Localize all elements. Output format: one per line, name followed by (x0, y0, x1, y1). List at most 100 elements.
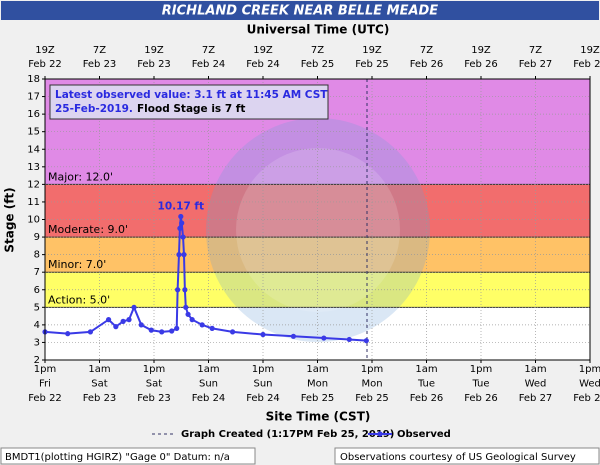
x2-tick-label: Feb 24 (246, 59, 280, 70)
annotation-flood: Flood Stage is 7 ft (137, 103, 245, 115)
x2-tick-label: 7Z (529, 45, 542, 56)
flood-label: Moderate: 9.0' (48, 223, 128, 236)
data-point (175, 287, 181, 293)
data-point (321, 335, 327, 341)
flood-label: Major: 12.0' (48, 170, 113, 183)
x-tick-label: 1pm (470, 364, 492, 375)
data-point (181, 252, 187, 258)
data-point (169, 328, 175, 334)
y-tick-label: 14 (27, 144, 40, 155)
y-tick-label: 13 (27, 162, 40, 173)
y-tick-label: 16 (27, 109, 40, 120)
x-label: Site Time (CST) (266, 410, 371, 424)
x-tick-label: Wed (525, 379, 547, 390)
plot-border (44, 78, 591, 361)
y-tick-label: 15 (27, 127, 40, 138)
data-point (229, 329, 236, 335)
x-tick-label: Feb 24 (192, 393, 226, 404)
x2-tick-label: Feb 26 (464, 59, 498, 70)
x-tick-label: Mon (361, 379, 382, 390)
watermark (206, 118, 430, 342)
data-point (180, 234, 186, 240)
x-tick-label: Feb 24 (246, 393, 280, 404)
flood-label: Action: 5.0' (48, 293, 110, 306)
data-point (183, 304, 189, 310)
title-bar (1, 1, 599, 20)
x-tick-label: Fri (39, 379, 51, 390)
x2-tick-label: 7Z (420, 45, 433, 56)
data-point (113, 324, 119, 330)
footer-left-box (0, 447, 256, 465)
x-tick-label: Feb 25 (355, 393, 389, 404)
y-tick-label: 17 (27, 92, 40, 103)
legend-created: Graph Created (1:17PM Feb 25, 2019) (181, 429, 394, 440)
y-tick-label: 10 (27, 215, 40, 226)
x2-tick-label: 7Z (93, 45, 106, 56)
x2-tick-label: Feb 26 (410, 59, 444, 70)
footer-left: BMDT1(plotting HGIRZ) "Gage 0" Datum: n/… (5, 452, 230, 463)
x2-tick-label: Feb 27 (573, 59, 600, 70)
x-tick-label: Feb 22 (28, 393, 62, 404)
x-tick-label: Sun (199, 379, 218, 390)
data-point (105, 317, 112, 323)
x2-tick-label: 19Z (362, 45, 382, 56)
annotation-line1: Latest observed value: 3.1 ft at 11:45 A… (55, 89, 328, 101)
x-tick-label: Sat (146, 379, 162, 390)
data-point (87, 329, 94, 335)
x-tick-label: 1am (524, 364, 546, 375)
data-point (185, 311, 191, 317)
x-tick-label: 1am (415, 364, 437, 375)
y-label: Stage (ft) (3, 187, 17, 252)
data-point (126, 317, 132, 323)
x-tick-label: Sun (253, 379, 272, 390)
y-tick-label: 7 (34, 267, 40, 278)
data-point (189, 317, 195, 323)
x-tick-label: Feb 25 (301, 393, 335, 404)
x-tick-label: Feb 27 (519, 393, 553, 404)
data-point (174, 325, 180, 331)
legend-observed-dot (377, 431, 383, 437)
watermark-inner (236, 148, 400, 312)
y-tick-label: 5 (34, 302, 40, 313)
x-tick-label: Wed (579, 379, 600, 390)
x-tick-label: 1pm (252, 364, 274, 375)
x2-tick-label: Feb 27 (519, 59, 553, 70)
footer-right-box (334, 447, 600, 465)
x2-tick-label: 19Z (253, 45, 273, 56)
x-tick-label: Sat (91, 379, 107, 390)
flood-label: Minor: 7.0' (48, 258, 106, 271)
y-tick-label: 12 (27, 179, 40, 190)
y-tick-label: 8 (34, 250, 40, 261)
x-tick-label: Feb 26 (464, 393, 498, 404)
x-tick-label: Feb 26 (410, 393, 444, 404)
x2-tick-label: Feb 25 (301, 59, 335, 70)
data-point (290, 333, 297, 339)
data-point (177, 225, 183, 231)
x-tick-label: 1pm (34, 364, 56, 375)
x-tick-label: Tue (417, 379, 435, 390)
data-point (209, 325, 215, 331)
legend-observed: Observed (397, 429, 451, 440)
data-point (176, 252, 182, 258)
y-tick-label: 3 (34, 337, 40, 348)
x2-tick-label: Feb 24 (192, 59, 226, 70)
x2-tick-label: 19Z (471, 45, 491, 56)
x-tick-label: Feb 23 (83, 393, 117, 404)
x-tick-label: Mon (307, 379, 328, 390)
data-point (182, 287, 188, 293)
x-tick-label: 1pm (579, 364, 600, 375)
data-point (179, 220, 185, 226)
y-tick-label: 4 (34, 320, 40, 331)
x-tick-label: 1am (88, 364, 110, 375)
x2-tick-label: Feb 22 (28, 59, 62, 70)
data-point (148, 327, 154, 333)
data-point (138, 322, 144, 328)
x-tick-label: Feb 27 (573, 393, 600, 404)
y-tick-label: 9 (34, 232, 40, 243)
data-point (346, 336, 352, 343)
y-tick-label: 11 (27, 197, 40, 208)
plot: Action: 5.0' Minor: 7.0' Moderate: 9.0' Maj… (42, 78, 591, 361)
x-tick-label: 1pm (143, 364, 165, 375)
